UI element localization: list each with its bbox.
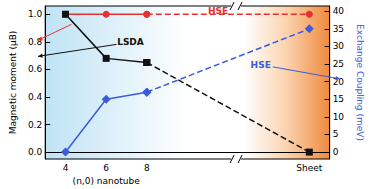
svg-text:LSDA: LSDA xyxy=(117,37,144,47)
svg-text:0.4: 0.4 xyxy=(28,92,43,102)
svg-text:30: 30 xyxy=(333,41,345,51)
svg-text:4: 4 xyxy=(63,163,69,173)
svg-text:0.0: 0.0 xyxy=(28,147,43,157)
svg-text:0.6: 0.6 xyxy=(28,64,43,74)
svg-text:0: 0 xyxy=(333,147,339,157)
svg-text:Sheet: Sheet xyxy=(296,163,322,173)
svg-text:10: 10 xyxy=(333,112,345,122)
svg-text:40: 40 xyxy=(333,6,345,16)
svg-text:HSE: HSE xyxy=(208,6,228,16)
svg-text:Magnetic moment (μB): Magnetic moment (μB) xyxy=(8,31,18,135)
svg-text:15: 15 xyxy=(333,94,344,104)
svg-text:8: 8 xyxy=(144,163,150,173)
svg-text:0.2: 0.2 xyxy=(28,120,42,130)
svg-text:0.8: 0.8 xyxy=(28,37,43,47)
svg-text:HSE: HSE xyxy=(251,60,271,70)
svg-text:35: 35 xyxy=(333,24,344,34)
svg-text:5: 5 xyxy=(333,129,339,139)
svg-text:25: 25 xyxy=(333,59,344,69)
svg-text:(n,0) nanotube: (n,0) nanotube xyxy=(73,176,141,186)
svg-text:6: 6 xyxy=(103,163,109,173)
svg-text:20: 20 xyxy=(332,76,345,87)
svg-text:1.0: 1.0 xyxy=(28,9,43,19)
svg-text:Exchange Coupling (meV): Exchange Coupling (meV) xyxy=(355,24,365,141)
